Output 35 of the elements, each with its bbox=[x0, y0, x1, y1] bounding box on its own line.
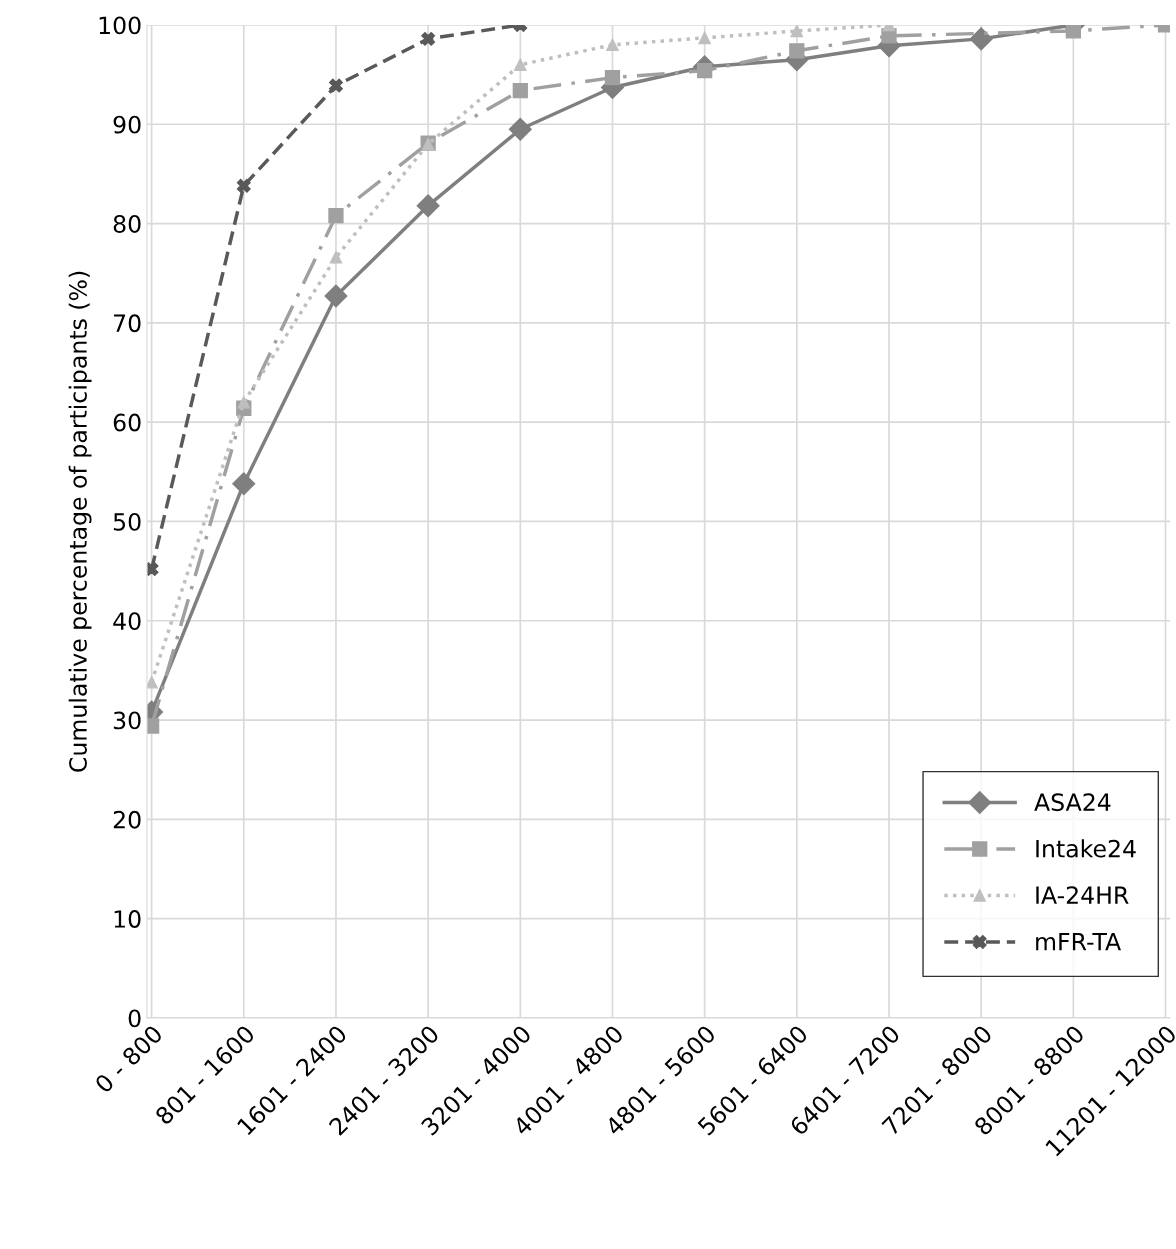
point bbox=[512, 82, 528, 99]
point bbox=[790, 24, 804, 38]
point bbox=[604, 69, 621, 86]
y-tick-label: 70 bbox=[114, 314, 141, 333]
point bbox=[969, 27, 993, 51]
point bbox=[328, 207, 344, 224]
y-tick-label: 50 bbox=[113, 512, 141, 531]
point bbox=[514, 58, 527, 71]
y-tick-label: 100 bbox=[99, 16, 141, 35]
point bbox=[329, 251, 343, 264]
point bbox=[237, 396, 251, 409]
y-axis-title: Cumulative percentage of participants (%) bbox=[68, 271, 92, 772]
point bbox=[421, 31, 436, 46]
point bbox=[508, 117, 532, 141]
point bbox=[698, 31, 711, 45]
y-tick-label: 0 bbox=[128, 1009, 141, 1028]
y-tick-label: 80 bbox=[113, 215, 141, 233]
point bbox=[232, 472, 256, 496]
point bbox=[416, 194, 440, 218]
legend-label: Intake24 bbox=[1036, 839, 1136, 858]
y-tick-label: 20 bbox=[113, 810, 141, 829]
legend-label: ASA24 bbox=[1034, 793, 1111, 812]
y-tick-label: 90 bbox=[113, 115, 141, 134]
y-tick-label: 40 bbox=[113, 612, 141, 631]
point bbox=[1065, 24, 1081, 39]
point bbox=[606, 38, 619, 52]
point bbox=[329, 78, 343, 93]
y-tick-label: 60 bbox=[113, 413, 141, 432]
point bbox=[236, 178, 251, 193]
point bbox=[789, 43, 805, 59]
point bbox=[324, 284, 348, 308]
legend-label: IA-24HR bbox=[1036, 886, 1129, 904]
y-tick-label: 30 bbox=[113, 711, 141, 730]
y-tick-label: 10 bbox=[114, 910, 141, 928]
legend-label: mFR-TA bbox=[1036, 932, 1121, 951]
